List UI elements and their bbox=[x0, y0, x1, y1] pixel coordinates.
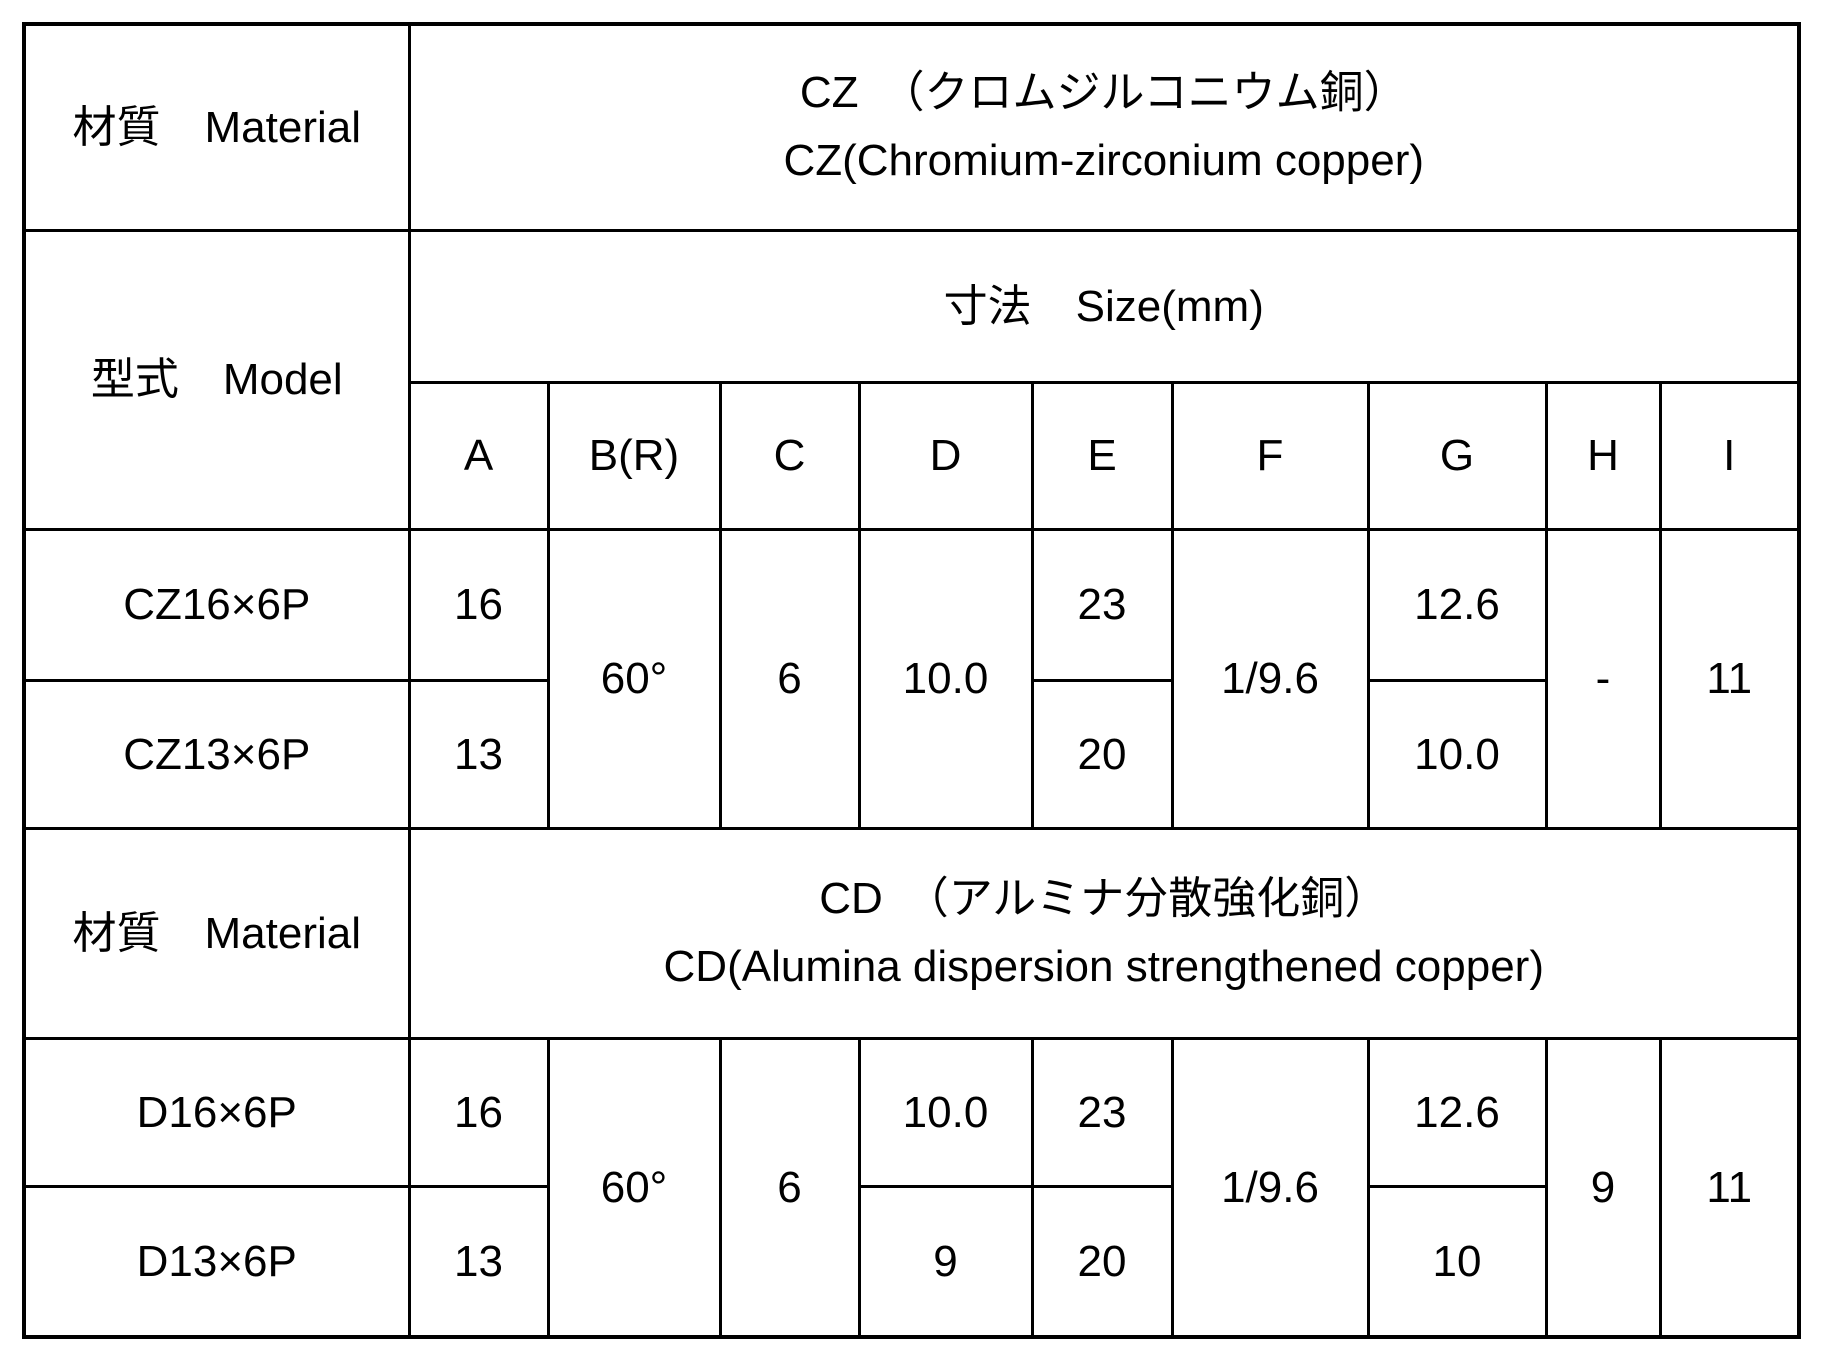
cz-i-cell: 11 bbox=[1658, 527, 1801, 830]
cz16-e-cell: 23 bbox=[1030, 527, 1174, 682]
d13-d-cell: 9 bbox=[857, 1184, 1034, 1339]
d13-e-cell: 20 bbox=[1030, 1184, 1174, 1339]
cz-f-cell: 1/9.6 bbox=[1170, 527, 1370, 830]
d16-e-cell: 23 bbox=[1030, 1036, 1174, 1188]
d16-g-cell: 12.6 bbox=[1366, 1036, 1548, 1188]
cz16-g-cell: 12.6 bbox=[1366, 527, 1548, 682]
model-label-cell: 型式 Model bbox=[22, 228, 411, 531]
cd-h-cell: 9 bbox=[1544, 1036, 1662, 1339]
dim-header-i: I bbox=[1658, 380, 1801, 531]
cz-b-cell: 60° bbox=[546, 527, 722, 830]
dim-header-f: F bbox=[1170, 380, 1370, 531]
dim-header-b: B(R) bbox=[546, 380, 722, 531]
dim-header-h: H bbox=[1544, 380, 1662, 531]
cz-material-jp: CZ （クロムジルコニウム銅） bbox=[799, 68, 1408, 118]
cd-material-value-cell: CD （アルミナ分散強化銅） CD(Alumina dispersion str… bbox=[407, 826, 1801, 1040]
cz13-g-cell: 10.0 bbox=[1366, 678, 1548, 830]
dim-header-g: G bbox=[1366, 380, 1548, 531]
cz16-a-cell: 16 bbox=[407, 527, 550, 682]
table-row: CZ13×6P 13 20 10.0 bbox=[22, 678, 1799, 830]
cz13-a-cell: 13 bbox=[407, 678, 550, 830]
cz-material-en: CZ(Chromium-zirconium copper) bbox=[783, 136, 1425, 186]
cz-d-cell: 10.0 bbox=[857, 527, 1034, 830]
cd-material-label-cell: 材質 Material bbox=[22, 826, 411, 1040]
dim-header-d: D bbox=[857, 380, 1034, 531]
table-row: D13×6P 13 9 20 10 bbox=[22, 1184, 1799, 1339]
cz13-e-cell: 20 bbox=[1030, 678, 1174, 830]
dim-header-e: E bbox=[1030, 380, 1174, 531]
table-row: A B(R) C D E F G H I bbox=[24, 380, 1801, 531]
cd-b-cell: 60° bbox=[546, 1036, 722, 1339]
dim-header-a: A bbox=[407, 380, 550, 531]
cz16-model-cell: CZ16×6P bbox=[22, 527, 411, 682]
d13-a-cell: 13 bbox=[407, 1184, 550, 1339]
dim-header-c: C bbox=[718, 380, 861, 531]
d13-g-cell: 10 bbox=[1366, 1184, 1548, 1339]
cz-h-cell: - bbox=[1544, 527, 1662, 830]
table-row: 材質 Material CD （アルミナ分散強化銅） CD(Alumina di… bbox=[22, 826, 1801, 1040]
spec-table: 材質 Material CZ （クロムジルコニウム銅） CZ(Chromium-… bbox=[22, 22, 1801, 1339]
size-label-cell: 寸法 Size(mm) bbox=[407, 228, 1801, 384]
d13-model-cell: D13×6P bbox=[22, 1184, 411, 1339]
cz13-model-cell: CZ13×6P bbox=[22, 678, 411, 830]
cd-material-jp: CD （アルミナ分散強化銅） bbox=[819, 873, 1389, 923]
d16-d-cell: 10.0 bbox=[857, 1036, 1034, 1188]
table-row: 型式 Model 寸法 Size(mm) bbox=[22, 228, 1801, 531]
table-row: 材質 Material CZ （クロムジルコニウム銅） CZ(Chromium-… bbox=[22, 22, 1801, 232]
cz-material-value-cell: CZ （クロムジルコニウム銅） CZ(Chromium-zirconium co… bbox=[407, 22, 1801, 232]
cz-c-cell: 6 bbox=[718, 527, 861, 830]
table-row: CZ16×6P 16 60° 6 10.0 23 1/9.6 12.6 - 11 bbox=[22, 527, 1801, 830]
cd-i-cell: 11 bbox=[1658, 1036, 1801, 1339]
d16-a-cell: 16 bbox=[407, 1036, 550, 1188]
cz-material-label-cell: 材質 Material bbox=[22, 22, 411, 232]
d16-model-cell: D16×6P bbox=[22, 1036, 411, 1188]
cd-f-cell: 1/9.6 bbox=[1170, 1036, 1370, 1339]
cd-material-en: CD(Alumina dispersion strengthened coppe… bbox=[663, 942, 1544, 991]
table-row: D16×6P 16 60° 6 10.0 23 1/9.6 12.6 9 11 bbox=[22, 1036, 1801, 1339]
cd-c-cell: 6 bbox=[718, 1036, 861, 1339]
